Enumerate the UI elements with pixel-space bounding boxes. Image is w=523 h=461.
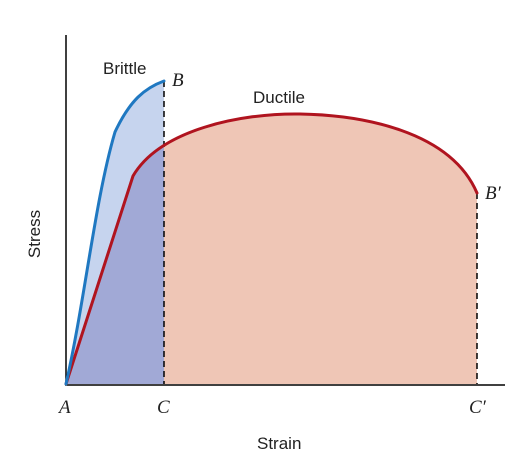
point-c-prime-label: C′ — [469, 397, 487, 418]
point-b-prime-label: B′ — [485, 183, 502, 204]
y-axis-title: Stress — [25, 210, 44, 258]
point-a-label: A — [57, 397, 71, 418]
x-axis-title: Strain — [257, 434, 301, 453]
ductile-curve — [64, 112, 479, 386]
brittle-curve — [64, 79, 166, 386]
brittle-label: Brittle — [103, 59, 146, 78]
ductile-area — [66, 113, 477, 385]
point-b-label: B — [172, 70, 184, 91]
overlap-area — [66, 147, 164, 384]
point-c-label: C — [157, 397, 170, 418]
ductile-label: Ductile — [253, 88, 305, 107]
